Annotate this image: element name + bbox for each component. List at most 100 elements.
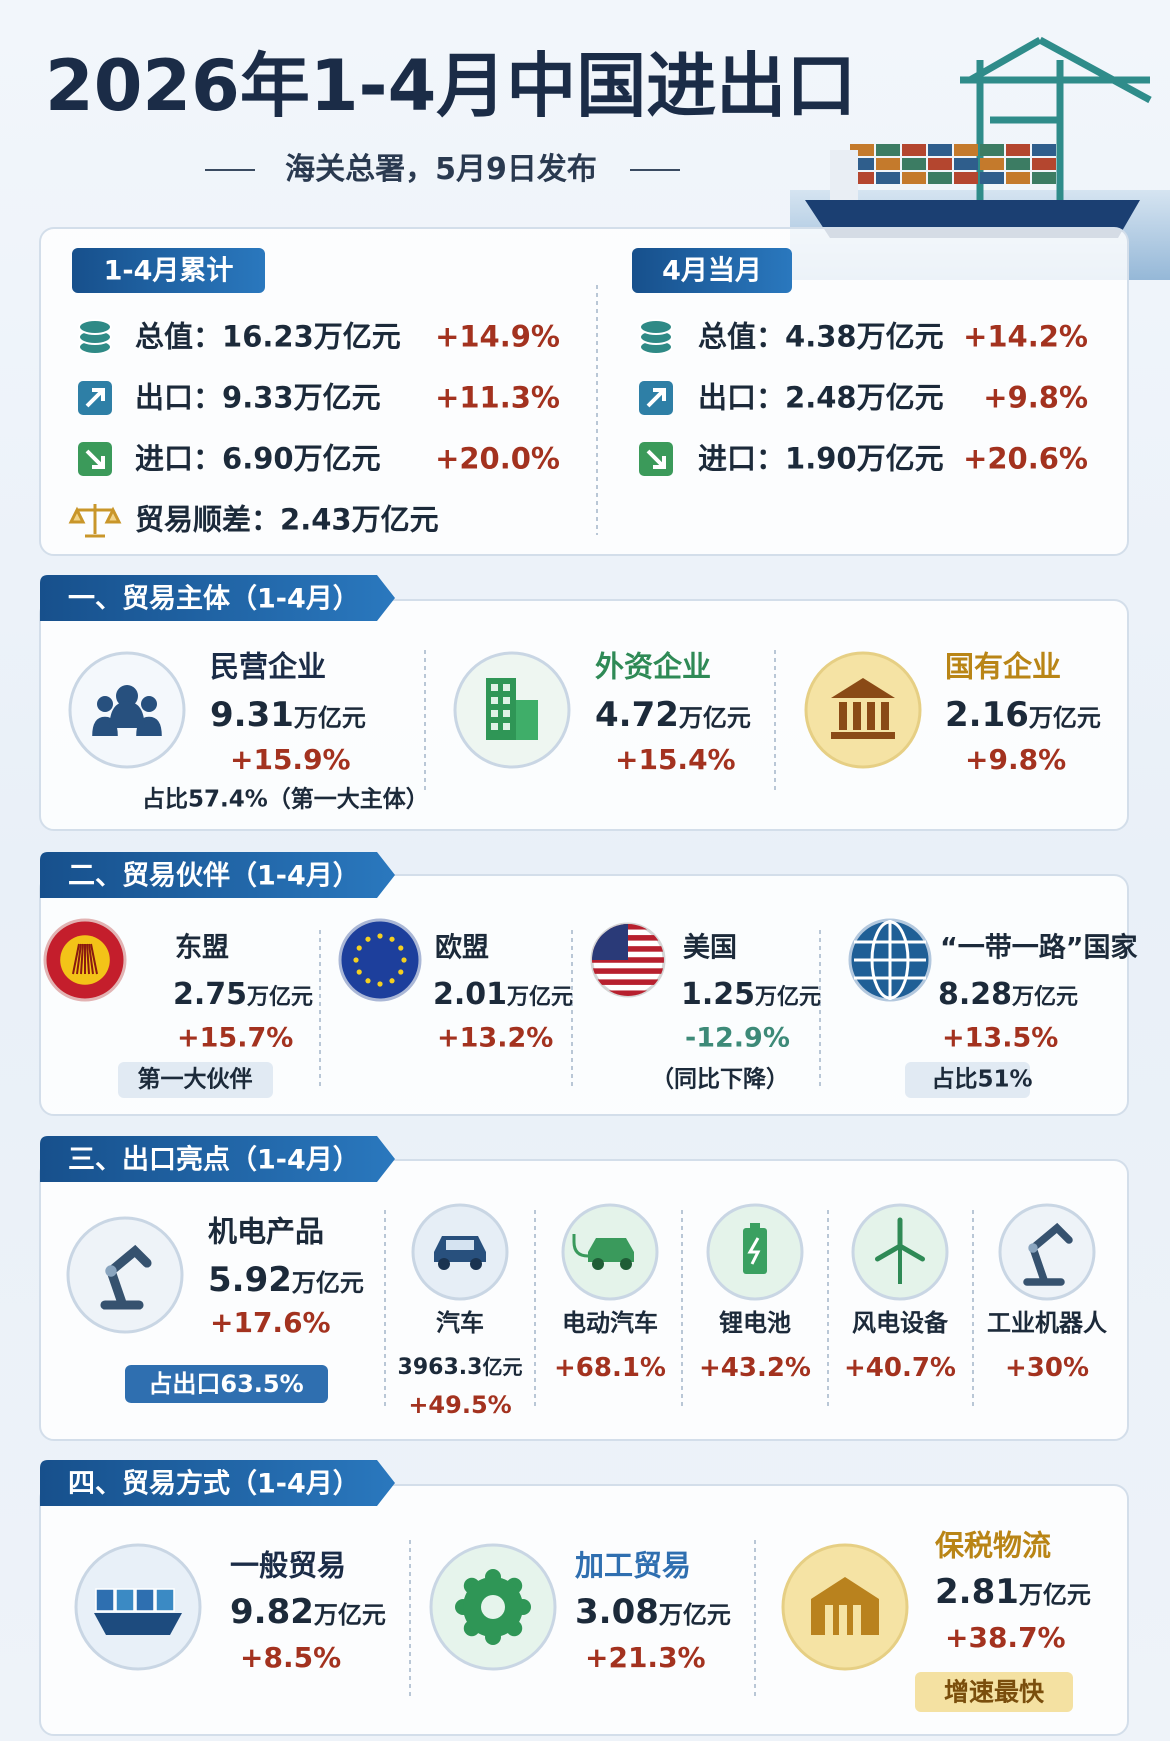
overview-row: 总值：16.23万亿元 [135,319,401,354]
amount-unit: 万亿元 [1012,985,1079,1010]
section-tab-label: 一、贸易主体（1-4月） [68,583,360,615]
crane [960,36,1152,210]
icon [897,1243,926,1262]
overview-row: 出口：2.48万亿元 [698,383,944,413]
amount-unit: 万亿元 [313,1601,386,1629]
icon [377,981,383,987]
note-box [125,1365,328,1403]
icon [389,978,395,984]
icon [155,1588,175,1612]
item-name: 风电设备 [852,1309,948,1337]
icon [353,957,359,963]
container [1006,144,1030,156]
overview-change: +14.2% [963,319,1088,354]
item-change: +8.5% [240,1641,342,1674]
container [928,158,952,170]
item-change: +43.2% [699,1353,811,1383]
amount-value: 8.28 [938,977,1013,1012]
item-name: 加工贸易 [575,1548,692,1583]
overview-row: 进口：1.90万亿元 [698,444,944,474]
container [954,172,978,184]
icon [356,945,362,951]
overview-value: 4.38万亿元 [785,319,944,354]
container [980,144,1004,156]
item-name: 汽车 [436,1309,484,1337]
amount: 2.75万亿元 [173,980,313,1010]
icon [572,1234,589,1258]
amount-value: 4.72 [595,695,679,735]
amount: 9.82万亿元 [230,1595,386,1629]
container [1032,158,1056,170]
icon [109,701,145,728]
icon [78,319,112,335]
container [902,144,926,156]
container [902,172,926,184]
section-tab-label: 三、出口亮点（1-4月） [68,1144,360,1176]
icon [867,702,875,730]
icon [1028,1243,1038,1253]
section-tab [40,1136,395,1182]
icon [620,1258,632,1270]
item-note: 占出口63.5% [148,1370,304,1398]
amount-unit: 万亿元 [507,985,574,1010]
icon-bg [66,1216,184,1334]
icon [72,943,80,975]
amount: 9.31万亿元 [210,698,366,732]
icon [839,1605,847,1635]
item-change: +15.4% [615,743,736,776]
note-box [118,1062,273,1098]
icon [365,936,371,942]
overview-row: 贸易顺差：2.43万亿元 [135,505,439,535]
icon [95,1588,115,1612]
amount-value: 9.31 [210,695,294,735]
item-note: 占比51% [931,1066,1033,1093]
item-change: +68.1% [554,1353,666,1383]
item-change: +30% [1004,1353,1090,1383]
overview-change: +20.6% [963,441,1088,476]
overview-label: 总值： [698,319,786,354]
container [1032,144,1056,156]
amount: 2.16万亿元 [945,698,1101,732]
icon [389,936,395,942]
icon [831,678,895,698]
overview-label: 出口： [135,380,223,415]
amount-unit: 万亿元 [1028,704,1101,732]
icon [839,702,847,730]
amount-unit: 万亿元 [658,1601,731,1629]
icon [853,702,861,730]
ship-bridge [830,150,858,200]
container [876,158,900,170]
icon [68,504,122,538]
icon [94,1613,182,1635]
container [954,158,978,170]
icon [116,685,138,707]
overview-change: +11.3% [435,380,560,415]
icon [97,696,113,712]
item-note: （同比下降） [651,1066,789,1093]
icon [503,697,510,704]
item-change: +49.5% [408,1391,512,1419]
amount-value: 2.81 [935,1572,1019,1612]
amount: 4.72万亿元 [595,698,751,732]
icon [592,979,664,985]
item-change: +13.2% [437,1022,554,1054]
icon [516,700,538,740]
container [1006,158,1030,170]
amount-value: 3963.3 [397,1355,483,1380]
container [980,172,1004,184]
overview-change: +9.8% [983,380,1088,415]
overview-change: +20.0% [435,441,560,476]
item-name: 民营企业 [210,649,327,684]
overview-label: 总值： [135,319,223,354]
item-name: 电动汽车 [562,1309,658,1337]
icon [356,969,362,975]
container [928,172,952,184]
amount: 3.08万亿元 [575,1595,731,1629]
amount-unit: 万亿元 [247,985,314,1010]
note-box [905,1062,1030,1098]
icon [80,943,84,975]
icon [750,1223,760,1228]
amount: 1.25万亿元 [681,980,821,1010]
